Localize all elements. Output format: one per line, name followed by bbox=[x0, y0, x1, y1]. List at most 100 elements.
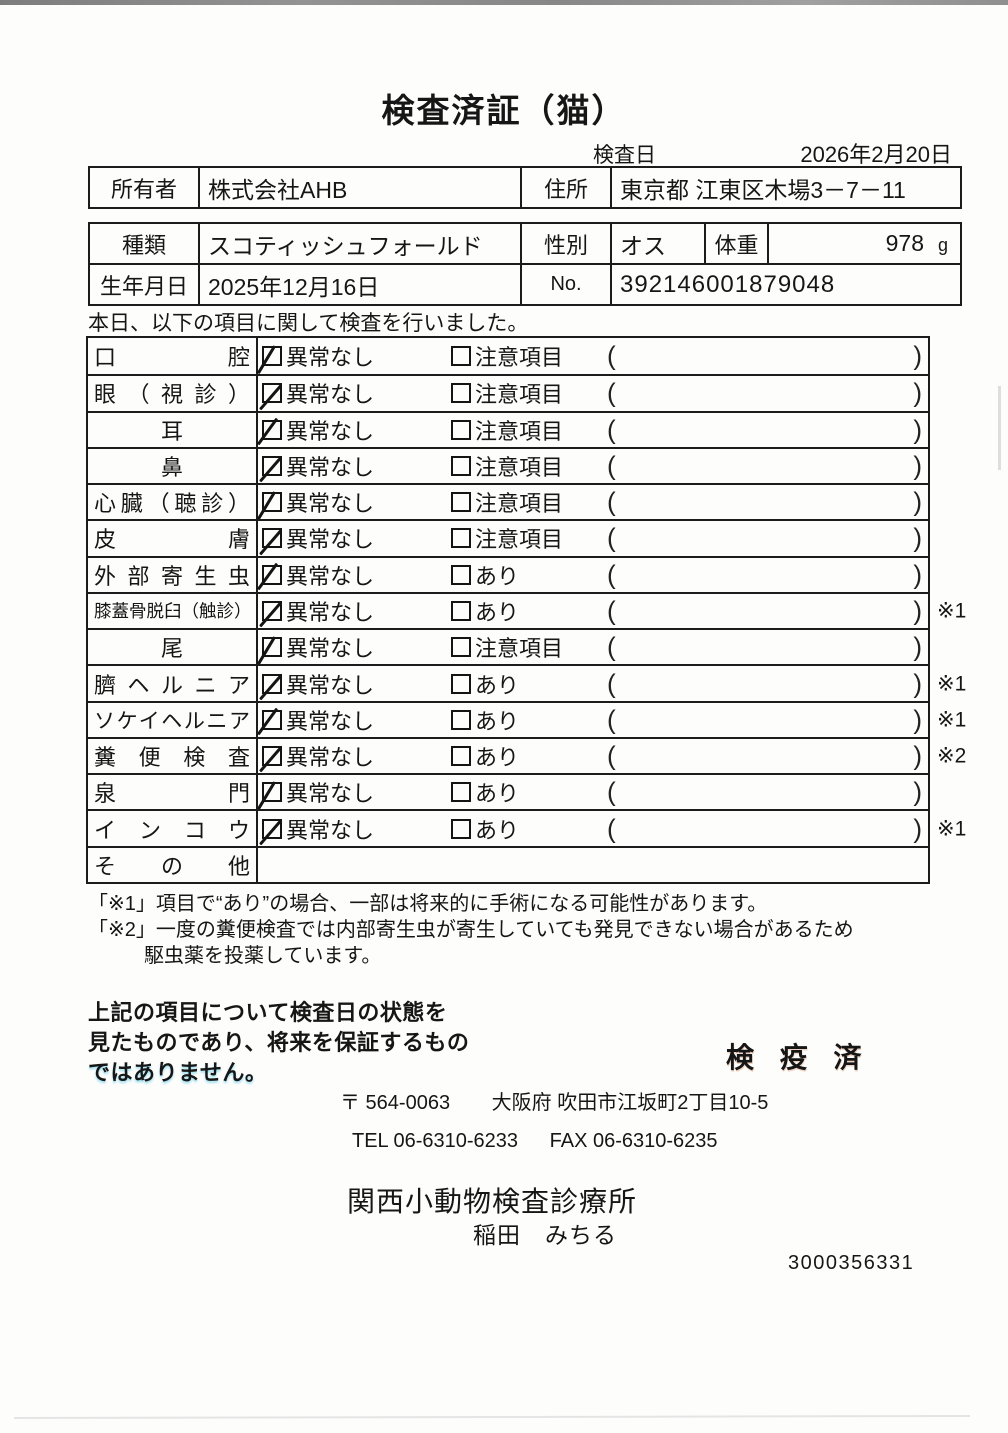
checkbox-no-abnormality[interactable] bbox=[259, 818, 282, 846]
exam-item-result-cell: 異常なし 注意項目 ( ) bbox=[258, 521, 928, 556]
exam-table-row: 鼻 異常なし 注意項目 ( ) bbox=[88, 446, 928, 484]
checkbox-second-option[interactable] bbox=[451, 600, 471, 621]
exam-item-label-cell: 心臓（聴診） bbox=[88, 485, 258, 520]
footnote-mark: ※1 bbox=[937, 672, 967, 696]
close-paren: ) bbox=[913, 595, 922, 626]
exam-item-label: その他 bbox=[94, 853, 250, 879]
veterinarian-name: 稲田 みちる bbox=[473, 1222, 617, 1248]
close-paren: ) bbox=[913, 522, 922, 553]
clinic-name: 関西小動物検査診療所 bbox=[347, 1186, 638, 1217]
exam-item-label-cell: 口腔 bbox=[88, 338, 258, 375]
checkmark-slash bbox=[256, 635, 276, 665]
checkmark-slash bbox=[259, 746, 282, 773]
checkbox-second-option[interactable] bbox=[451, 383, 471, 404]
checkbox-no-abnormality[interactable] bbox=[259, 600, 282, 628]
exam-table-row: 心臓（聴診） 異常なし 注意項目 ( ) bbox=[88, 483, 928, 520]
weight-unit: g bbox=[937, 235, 948, 255]
close-paren: ) bbox=[913, 631, 922, 662]
exam-item-label: ソケイヘルニア bbox=[94, 709, 250, 733]
exam-table-row: 耳 異常なし 注意項目 ( ) bbox=[88, 410, 928, 447]
checkbox-second-option[interactable] bbox=[451, 746, 471, 767]
exam-item-result-cell: 異常なし あり ( ) ※1 bbox=[258, 811, 966, 846]
open-paren: ( bbox=[607, 668, 616, 699]
exam-item-result-cell: 異常なし 注意項目 ( ) bbox=[256, 413, 928, 447]
clinic-address: 大阪府 吹田市江坂町2丁目10-5 bbox=[491, 1092, 769, 1114]
number-label: No. bbox=[520, 265, 610, 304]
page-title: 検査済証（猫） bbox=[381, 92, 627, 129]
checkbox-second-option[interactable] bbox=[451, 818, 471, 839]
close-paren: ) bbox=[913, 776, 922, 807]
open-paren: ( bbox=[607, 559, 616, 590]
no-abnormality-label: 異常なし bbox=[286, 636, 375, 662]
checkbox-second-option[interactable] bbox=[451, 564, 471, 585]
second-option-label: あり bbox=[475, 745, 520, 771]
birth-row: 生年月日 2025年12月16日 No. 392146001879048 bbox=[90, 263, 960, 304]
no-abnormality-label: 異常なし bbox=[286, 599, 375, 625]
second-option-label: あり bbox=[475, 599, 520, 625]
clinic-fax: FAX 06-6310-6235 bbox=[549, 1130, 718, 1152]
close-paren: ) bbox=[913, 704, 922, 735]
checkmark-slash bbox=[259, 529, 282, 556]
checkbox-no-abnormality[interactable] bbox=[256, 635, 282, 665]
checkbox-second-option[interactable] bbox=[451, 346, 471, 367]
open-paren: ( bbox=[607, 522, 616, 553]
exam-table-row: インコウ 異常なし あり ( ) ※1 bbox=[88, 809, 966, 846]
exam-item-result-cell: 異常なし 注意項目 ( ) bbox=[258, 449, 928, 483]
checkbox-no-abnormality[interactable] bbox=[256, 490, 282, 520]
checkbox-no-abnormality[interactable] bbox=[259, 673, 282, 701]
exam-item-label-cell: 鼻 bbox=[88, 448, 258, 484]
open-paren: ( bbox=[607, 813, 616, 844]
checkbox-no-abnormality[interactable] bbox=[259, 383, 282, 410]
checkbox-no-abnormality[interactable] bbox=[259, 528, 282, 556]
disclaimer-line-2: 見たものであり、将来を保証するもの bbox=[88, 1030, 470, 1055]
checkbox-no-abnormality[interactable] bbox=[256, 344, 282, 374]
second-option-label: 注意項目 bbox=[475, 345, 564, 371]
breed-label: 種類 bbox=[121, 232, 166, 258]
exam-item-result-cell: 異常なし 注意項目 ( ) bbox=[258, 376, 928, 410]
exam-item-label: 皮膚 bbox=[94, 527, 250, 553]
exam-item-label: 尾 bbox=[160, 636, 183, 662]
exam-item-result-cell: 異常なし あり ( ) ※1 bbox=[258, 594, 966, 628]
footnotes: 「※1」項目で“あり”の場合、一部は将来的に手術になる可能性があります。 「※2… bbox=[88, 891, 854, 969]
address-label: 住所 bbox=[520, 168, 610, 207]
exam-table-row: 口腔 異常なし 注意項目 ( ) bbox=[88, 338, 928, 375]
footnote-mark: ※1 bbox=[937, 817, 967, 841]
weight-value: 978 bbox=[885, 230, 924, 256]
owner-label: 所有者 bbox=[110, 176, 177, 202]
checkbox-second-option[interactable] bbox=[451, 455, 471, 476]
checkbox-second-option[interactable] bbox=[451, 492, 471, 513]
checkbox-second-option[interactable] bbox=[451, 709, 471, 730]
exam-item-result-cell: 異常なし あり ( ) bbox=[256, 775, 928, 810]
checkbox-second-option[interactable] bbox=[451, 419, 471, 440]
weight-value-cell: 978 g bbox=[767, 224, 960, 263]
checkmark-slash bbox=[259, 384, 282, 410]
exam-item-label-cell: 耳 bbox=[88, 412, 258, 447]
checkmark-slash bbox=[259, 456, 282, 483]
disclaimer-line-1: 上記の項目について検査日の状態を bbox=[88, 1000, 448, 1025]
checkbox-no-abnormality[interactable] bbox=[256, 562, 282, 591]
scan-artifact-bottom-line bbox=[13, 1414, 971, 1420]
open-paren: ( bbox=[607, 450, 616, 481]
checkbox-no-abnormality[interactable] bbox=[256, 417, 282, 446]
close-paren: ) bbox=[913, 813, 922, 844]
checkbox-second-option[interactable] bbox=[451, 528, 471, 549]
checkbox-no-abnormality[interactable] bbox=[259, 746, 282, 773]
checkbox-second-option[interactable] bbox=[451, 782, 471, 803]
second-option-label: あり bbox=[475, 817, 520, 843]
checkbox-no-abnormality[interactable] bbox=[259, 455, 282, 483]
exam-table-row: その他 bbox=[88, 845, 928, 882]
exam-table-row: 外部寄生虫 異常なし あり ( ) bbox=[88, 555, 928, 592]
checkmark-slash bbox=[259, 819, 282, 846]
sex-value: オス bbox=[610, 224, 704, 263]
disclaimer-line-3: ではありません。 bbox=[88, 1060, 268, 1085]
checkbox-second-option[interactable] bbox=[451, 637, 471, 658]
second-option-label: 注意項目 bbox=[475, 636, 564, 662]
checkbox-no-abnormality[interactable] bbox=[256, 780, 282, 810]
exam-item-result-cell bbox=[258, 848, 928, 882]
checkbox-second-option[interactable] bbox=[451, 673, 471, 694]
exam-item-label: 耳 bbox=[160, 418, 183, 444]
second-option-label: あり bbox=[475, 781, 520, 807]
checkbox-no-abnormality[interactable] bbox=[256, 707, 282, 736]
exam-item-label: 外部寄生虫 bbox=[94, 563, 250, 589]
clinic-tel: TEL 06-6310-6233 bbox=[352, 1130, 519, 1152]
